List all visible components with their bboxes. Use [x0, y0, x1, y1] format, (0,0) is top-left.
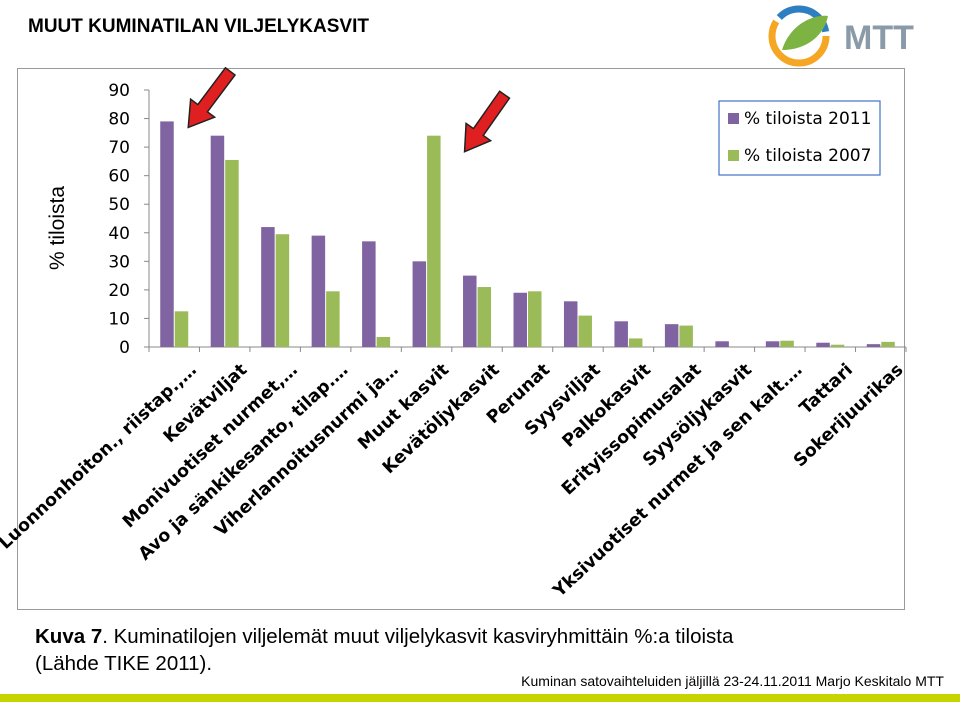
bar-2007 [578, 315, 592, 347]
red-arrow-icon [463, 90, 511, 153]
bar-2007 [427, 135, 441, 347]
bar-2007 [830, 344, 845, 347]
caption-source: (Lähde TIKE 2011). [35, 652, 213, 675]
legend-swatch [728, 150, 739, 161]
bar-2007 [225, 159, 239, 347]
y-tick-label: 10 [108, 309, 130, 329]
bar-2007 [376, 337, 391, 347]
y-axis-title: % tiloista [46, 185, 69, 271]
y-tick-label: 30 [108, 252, 130, 272]
bar-2011 [866, 344, 881, 347]
y-tick-label: 0 [119, 338, 130, 358]
logo-swirl-icon [768, 5, 830, 67]
red-arrow-icon [187, 66, 237, 129]
y-tick-label: 60 [108, 167, 130, 187]
legend-label: % tiloista 2011 [744, 109, 871, 129]
figure-caption: Kuva 7. Kuminatilojen viljelemät muut vi… [35, 623, 733, 677]
bar-2011 [362, 241, 376, 347]
bar-2007 [326, 291, 340, 347]
bar-2007 [679, 325, 693, 347]
bar-2011 [765, 341, 780, 347]
bar-2007 [628, 338, 643, 347]
bar-2011 [563, 301, 578, 347]
logo-leaf-icon [782, 15, 828, 50]
y-tick-label: 20 [108, 281, 130, 301]
mtt-logo: MTT [762, 2, 942, 70]
bottom-accent-bar [0, 694, 960, 702]
bar-2007 [275, 234, 290, 347]
bar-2011 [311, 235, 326, 347]
bar-2011 [463, 275, 477, 347]
bar-2007 [881, 341, 895, 347]
footer-text: Kuminan satovaihteluiden jäljillä 23-24.… [521, 673, 944, 689]
logo-text: MTT [844, 19, 914, 57]
bar-2011 [715, 341, 729, 347]
bar-2011 [614, 321, 628, 347]
caption-text: . Kuminatilojen viljelemät muut viljelyk… [102, 625, 734, 648]
y-tick-label: 40 [108, 224, 130, 244]
legend-label: % tiloista 2007 [744, 146, 871, 166]
legend-swatch [728, 113, 739, 124]
bar-2007 [477, 287, 492, 347]
bar-2011 [160, 121, 174, 348]
bar-2011 [816, 342, 830, 347]
bar-2011 [210, 135, 225, 347]
caption-label: Kuva 7 [35, 625, 103, 648]
bar-2007 [780, 340, 794, 347]
legend-box [718, 100, 881, 176]
bar-2007 [528, 291, 542, 347]
bar-2011 [513, 292, 527, 347]
bar-2011 [412, 261, 427, 347]
y-tick-label: 70 [108, 138, 130, 158]
y-tick-label: 80 [108, 110, 130, 130]
slide-title: MUUT KUMINATILAN VILJELYKASVIT [28, 16, 369, 37]
x-category-label: Viherlannoitusnurmi ja… [211, 360, 403, 541]
bar-2007 [174, 311, 189, 347]
bar-2011 [261, 227, 275, 347]
y-tick-label: 90 [108, 81, 130, 101]
y-tick-label: 50 [108, 195, 130, 215]
bar-2011 [664, 324, 679, 347]
